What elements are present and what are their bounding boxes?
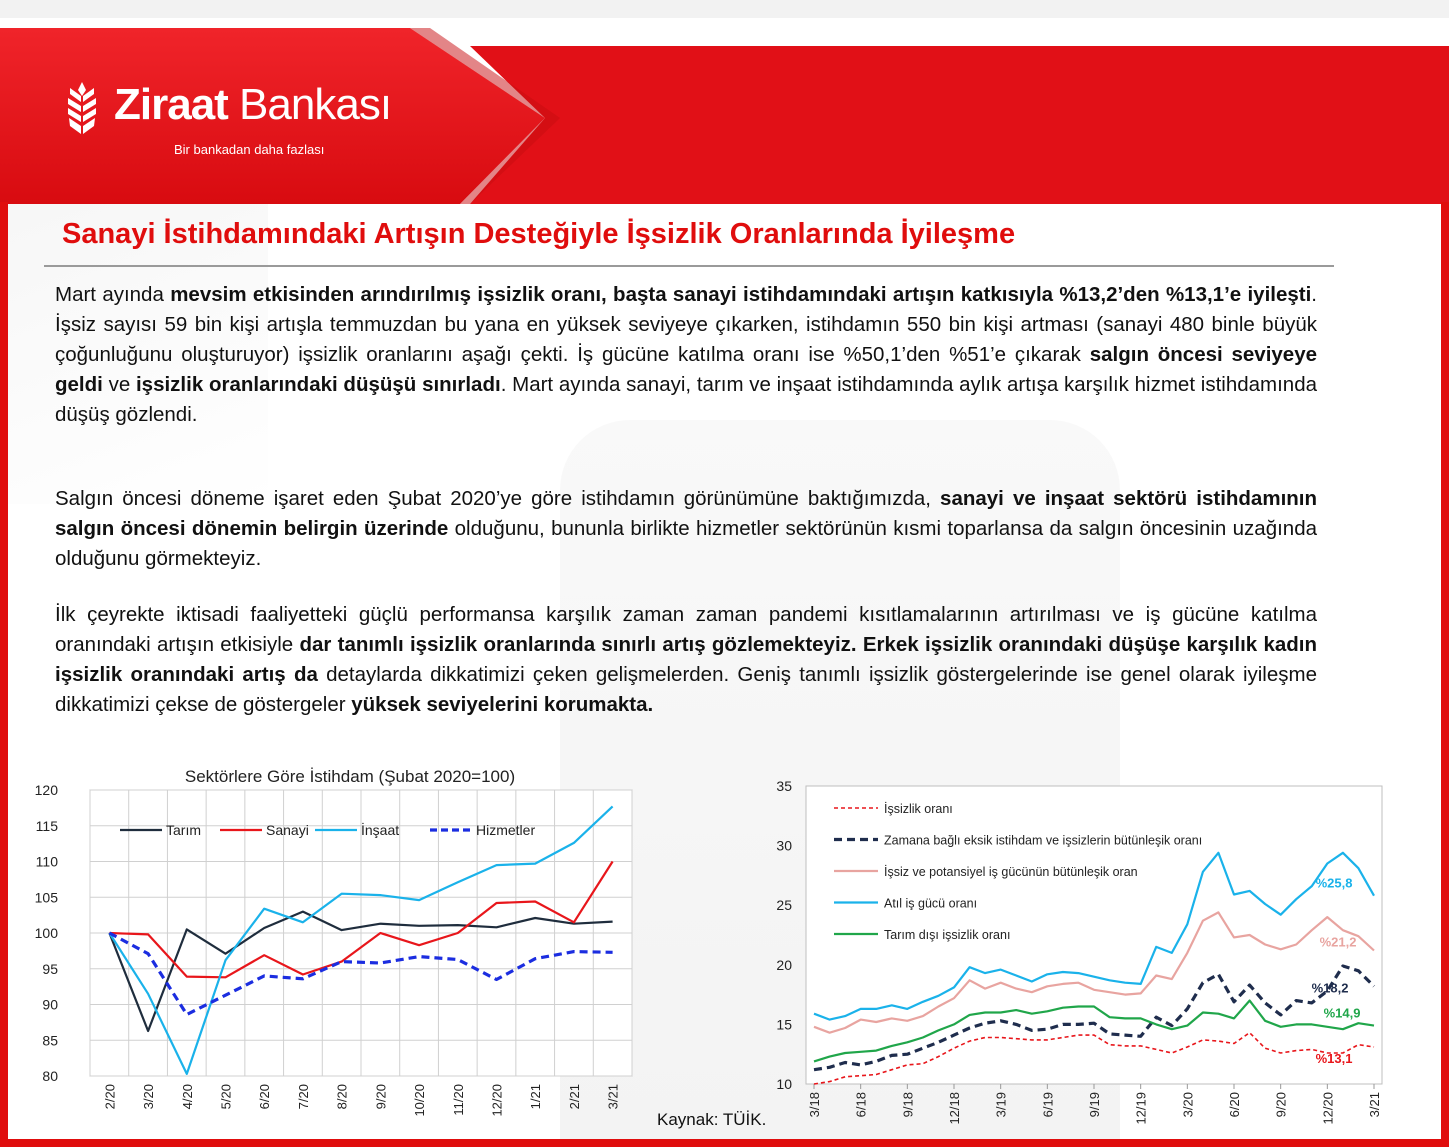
text-run: ve xyxy=(102,373,136,396)
wheat-logo-icon xyxy=(68,82,96,134)
end-value-label: %18,2 xyxy=(1312,980,1349,995)
legend-label: Sanayi xyxy=(266,822,309,838)
legend-label: Atıl iş gücü oranı xyxy=(884,897,977,911)
x-tick-label: 12/20 xyxy=(490,1084,505,1117)
legend-label: Tarım dışı işsizlik oranı xyxy=(884,928,1010,942)
legend-label: İşsizlik oranı xyxy=(884,802,953,816)
y-tick-label: 110 xyxy=(36,854,59,870)
y-tick-label: 105 xyxy=(35,889,59,905)
logo: Ziraat Bankası Bir bankadan daha fazlası xyxy=(60,76,440,166)
x-tick-label: 3/20 xyxy=(141,1084,156,1109)
paragraph-2: Salgın öncesi döneme işaret eden Şubat 2… xyxy=(55,484,1317,574)
x-tick-label: 1/21 xyxy=(528,1084,543,1109)
y-tick-label: 35 xyxy=(776,778,792,794)
x-tick-label: 3/18 xyxy=(807,1092,822,1117)
x-tick-label: 5/20 xyxy=(219,1084,234,1109)
x-tick-label: 9/19 xyxy=(1087,1092,1102,1117)
text-run: olduğunu, bununla birlikte hizmetler sek… xyxy=(55,517,1318,570)
text-run: İlk çeyrekte iktisadi faaliyetteki güçlü… xyxy=(55,603,1317,656)
x-tick-label: 3/21 xyxy=(1367,1092,1382,1117)
brand-name-light: Bankası xyxy=(227,80,392,129)
y-tick-label: 100 xyxy=(35,925,59,941)
text-run: Mart ayında xyxy=(55,283,171,306)
legend-label: Tarım xyxy=(166,822,201,838)
series-line-Sanayi xyxy=(109,860,614,979)
legend-label: Zamana bağlı eksik istihdam ve işsizleri… xyxy=(884,834,1202,848)
legend-label: Hizmetler xyxy=(476,822,535,838)
series-line-İşsizlik oranı xyxy=(813,1031,1375,1085)
x-tick-label: 6/20 xyxy=(257,1084,272,1109)
series-line-İşsiz ve potansiyel iş gücünün bütünleşik oran xyxy=(813,911,1375,1034)
x-tick-label: 7/20 xyxy=(296,1084,311,1109)
y-tick-label: 85 xyxy=(42,1032,58,1048)
end-value-label: %14,9 xyxy=(1324,1006,1361,1021)
x-tick-label: 12/19 xyxy=(1134,1092,1149,1125)
y-tick-label: 90 xyxy=(42,997,58,1013)
x-tick-label: 3/19 xyxy=(994,1092,1009,1117)
y-tick-label: 15 xyxy=(776,1016,792,1032)
page-title: Sanayi İstihdamındaki Artışın Desteğiyle… xyxy=(62,218,1016,250)
legend-label: İşsiz ve potansiyel iş gücünün bütünleşi… xyxy=(884,865,1138,879)
y-tick-label: 80 xyxy=(42,1068,58,1084)
x-tick-label: 4/20 xyxy=(180,1084,195,1109)
top-strip xyxy=(0,0,1449,18)
x-tick-label: 8/20 xyxy=(335,1084,350,1109)
text-run: . Mart ayında sanayi, tarım ve inşaat is… xyxy=(55,373,1318,426)
brand-name: Ziraat Bankası xyxy=(114,80,392,130)
series-line-Zamana bağlı eksik istihdam ve işsizlerin bütünleşik oranı xyxy=(813,964,1376,1072)
background-decoration xyxy=(8,204,268,504)
x-tick-label: 3/21 xyxy=(606,1084,621,1109)
y-tick-label: 25 xyxy=(776,897,792,913)
chart-sector-employment: Sektörlere Göre İstihdam (Şubat 2020=100… xyxy=(35,767,633,1117)
page-frame xyxy=(0,202,1449,1147)
x-tick-label: 9/20 xyxy=(1274,1092,1289,1117)
bold-text: sanayi ve inşaat sektörü istihdamının sa… xyxy=(55,487,1317,540)
source-note: Kaynak: TÜİK. xyxy=(657,1110,767,1129)
y-tick-label: 95 xyxy=(42,961,58,977)
x-tick-label: 2/20 xyxy=(102,1084,117,1109)
x-tick-label: 12/18 xyxy=(947,1092,962,1125)
bold-text: mevsim etkisinden arındırılmış işsizlik … xyxy=(170,283,1312,306)
header-band xyxy=(0,18,1449,204)
x-tick-label: 9/20 xyxy=(373,1084,388,1109)
paragraph-1: Mart ayında mevsim etkisinden arındırılm… xyxy=(55,280,1317,430)
bold-text: dar tanımlı işsizlik oranlarında sınırlı… xyxy=(55,633,1317,686)
brand-name-bold: Ziraat xyxy=(114,80,229,129)
y-tick-label: 10 xyxy=(776,1076,792,1092)
x-tick-label: 6/20 xyxy=(1227,1092,1242,1117)
bold-text: işsizlik oranlarındaki düşüşü sınırladı xyxy=(135,373,501,396)
brand-tagline: Bir bankadan daha fazlası xyxy=(174,142,325,157)
x-tick-label: 3/20 xyxy=(1180,1092,1195,1117)
legend-label: İnşaat xyxy=(361,821,399,838)
x-tick-label: 9/18 xyxy=(900,1092,915,1117)
x-tick-label: 2/21 xyxy=(567,1084,582,1109)
x-tick-label: 6/19 xyxy=(1040,1092,1055,1117)
title-divider xyxy=(44,265,1334,267)
end-value-label: %25,8 xyxy=(1316,876,1353,891)
text-run: Salgın öncesi döneme işaret eden Şubat 2… xyxy=(55,487,941,510)
text-run: detaylarda dikkatimizi çeken gelişmelerd… xyxy=(55,663,1317,716)
text-run: . İşsiz sayısı 59 bin kişi artışla temmu… xyxy=(55,283,1317,366)
series-line-Tarım dışı işsizlik oranı xyxy=(813,999,1375,1063)
series-line-Tarım xyxy=(108,910,613,1033)
bold-text: salgın öncesi seviyeye geldi xyxy=(55,343,1318,396)
y-tick-label: 115 xyxy=(36,818,59,834)
x-tick-label: 11/20 xyxy=(451,1084,466,1116)
x-tick-label: 10/20 xyxy=(412,1084,427,1117)
x-tick-label: 12/20 xyxy=(1320,1092,1335,1125)
x-tick-label: 6/18 xyxy=(854,1092,869,1117)
chart-unemployment-rates: 10 15 20 25 30 35 3/18 6/18 9/18 12/18 3/19 6/19 9/1… xyxy=(776,778,1383,1125)
y-tick-label: 20 xyxy=(776,957,792,973)
series-line-İnşaat xyxy=(108,805,614,1075)
series-line-Hizmetler xyxy=(108,931,613,1017)
y-tick-label: 30 xyxy=(776,838,792,854)
series-line-Atıl iş gücü oranı xyxy=(813,851,1375,1021)
paragraph-3: İlk çeyrekte iktisadi faaliyetteki güçlü… xyxy=(55,600,1317,720)
chart-title: Sektörlere Göre İstihdam (Şubat 2020=100… xyxy=(185,767,515,786)
end-value-label: %13,1 xyxy=(1316,1051,1353,1066)
bold-text: yüksek seviyelerini korumakta. xyxy=(351,693,654,716)
end-value-label: %21,2 xyxy=(1320,934,1357,949)
y-tick-label: 120 xyxy=(35,782,59,798)
